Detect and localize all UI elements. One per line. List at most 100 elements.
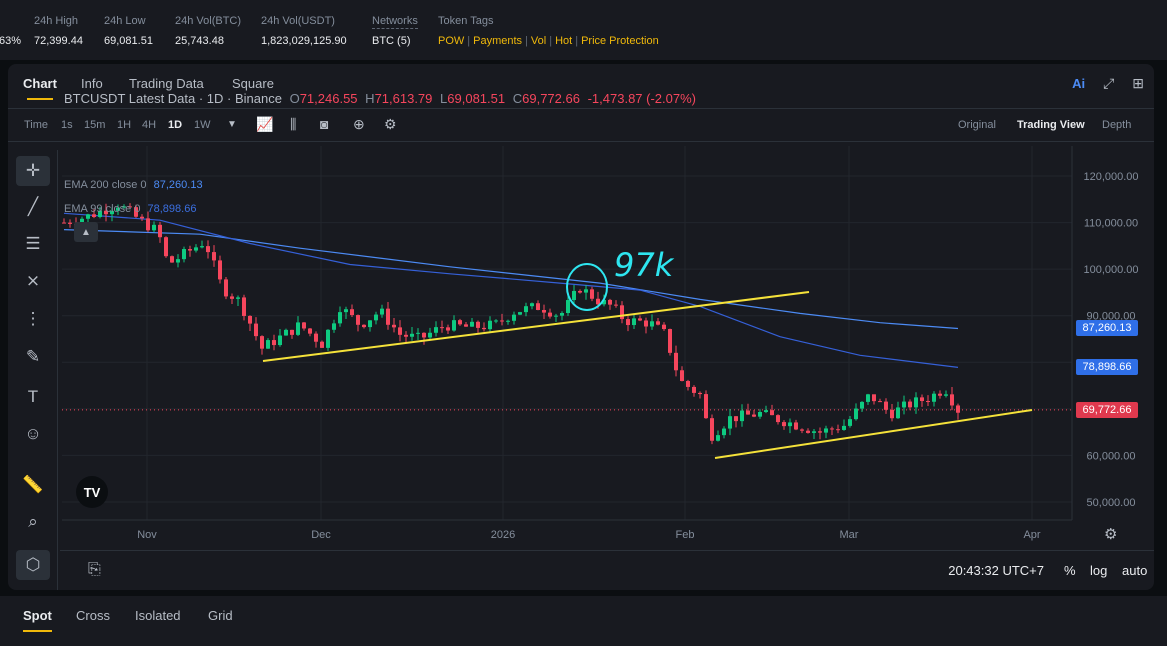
chevron-down-icon[interactable]: ▼ xyxy=(227,119,237,130)
object-tree-icon[interactable]: ⬡ xyxy=(16,550,50,580)
text-tool-icon[interactable]: T xyxy=(27,387,39,406)
candle-body xyxy=(752,414,756,417)
trendline-tool-icon[interactable]: ╱ xyxy=(27,197,39,216)
drawing-tools: ✛ ╱ ☰ ⨯ ⋮ ✎ T ☺ 📏 ⌕ ⬡ xyxy=(8,150,58,590)
candle-body xyxy=(602,299,606,305)
tab-info[interactable]: Info xyxy=(81,76,103,91)
candle-body xyxy=(266,340,270,349)
add-indicator-icon[interactable]: ⊕ xyxy=(353,116,365,132)
ai-button[interactable]: Ai xyxy=(1072,76,1086,91)
view-trading-view[interactable]: Trading View xyxy=(1017,119,1085,131)
trendlines xyxy=(262,291,1033,459)
candle-body xyxy=(260,336,264,349)
high-value: 71,613.79 xyxy=(374,91,433,106)
fib-tool-icon[interactable]: ⋮ xyxy=(24,309,42,328)
candle-body xyxy=(794,422,798,430)
candle-body xyxy=(914,397,918,408)
interval-15m[interactable]: 15m xyxy=(84,119,106,131)
candle-body xyxy=(554,315,558,317)
candle-body xyxy=(194,247,198,251)
settings-icon[interactable]: ⚙ xyxy=(384,116,397,132)
low-value: 69,081.51 xyxy=(447,91,506,106)
candle-body xyxy=(248,315,252,324)
tag-pow[interactable]: POW xyxy=(438,35,465,47)
view-depth[interactable]: Depth xyxy=(1102,119,1132,131)
candle-body xyxy=(902,401,906,408)
layout-grid-icon[interactable]: ⊞ xyxy=(1132,75,1144,91)
candle-body xyxy=(98,210,102,218)
candle-body xyxy=(230,296,234,299)
expand-icon[interactable]: ⤢ xyxy=(1103,75,1115,91)
tag-price-protection[interactable]: Price Protection xyxy=(581,35,659,47)
candle-body xyxy=(950,394,954,406)
y-tick-label: 60,000.00 xyxy=(1087,450,1136,462)
candle-body xyxy=(872,394,876,402)
percent-toggle[interactable]: % xyxy=(1064,563,1076,578)
tag-payments[interactable]: Payments xyxy=(473,35,523,47)
interval-1w[interactable]: 1W xyxy=(194,119,211,131)
tag-hot[interactable]: Hot xyxy=(555,35,573,47)
stat-networks[interactable]: Networks BTC (5) xyxy=(372,15,418,47)
tab-spot[interactable]: Spot xyxy=(23,608,52,632)
candle-body xyxy=(746,410,750,415)
candle-body xyxy=(590,289,594,299)
candle-body xyxy=(86,214,90,219)
close-value: 69,772.66 xyxy=(522,91,580,106)
emoji-icon[interactable]: ☺ xyxy=(24,424,42,443)
chart-settings-icon[interactable]: ⚙ xyxy=(1104,526,1118,543)
candle-body xyxy=(284,329,288,336)
candle-body xyxy=(788,422,792,427)
candle-body xyxy=(878,401,882,403)
candle-body xyxy=(344,309,348,313)
candle-body xyxy=(506,320,510,322)
candle-body xyxy=(296,322,300,335)
candle-body xyxy=(668,329,672,353)
candle-body xyxy=(440,327,444,329)
interval-1d[interactable]: 1D xyxy=(168,119,183,131)
candle-body xyxy=(92,214,96,218)
tab-chart[interactable]: Chart xyxy=(23,76,57,100)
candle-body xyxy=(464,324,468,327)
candle-body xyxy=(680,370,684,381)
x-axis: Nov Dec 2026 Feb Mar Apr xyxy=(62,519,1072,541)
candle-body xyxy=(818,431,822,433)
zoom-icon[interactable]: ⌕ xyxy=(28,512,38,531)
interval-1s[interactable]: 1s xyxy=(61,119,73,131)
candle-body xyxy=(398,327,402,335)
candle-body xyxy=(764,410,768,412)
crosshair-icon[interactable]: ✛ xyxy=(16,156,50,186)
tab-grid[interactable]: Grid xyxy=(208,608,233,623)
candle-body xyxy=(848,419,852,426)
candle-body xyxy=(386,308,390,325)
interval-4h[interactable]: 4H xyxy=(142,119,157,131)
horizontal-lines-icon[interactable]: ☰ xyxy=(25,234,41,253)
brush-icon[interactable]: ✎ xyxy=(25,347,41,366)
price-tag: 78,898.66 xyxy=(1076,359,1138,376)
chart-tabs: Chart Info Trading Data Square Ai ⤢ ⊞ xyxy=(8,64,1154,104)
candle-body xyxy=(836,429,840,431)
tab-cross[interactable]: Cross xyxy=(76,608,110,623)
ruler-icon[interactable]: 📏 xyxy=(22,475,44,494)
open-value: 71,246.55 xyxy=(299,91,358,106)
camera-icon[interactable]: ◙ xyxy=(320,116,329,132)
candle-body xyxy=(926,401,930,403)
chart-type-icon[interactable]: 📈 xyxy=(256,116,274,132)
candle-body xyxy=(290,329,294,335)
log-toggle[interactable]: log xyxy=(1090,563,1108,578)
candles-icon[interactable]: ⫼ xyxy=(290,116,297,132)
candle-body xyxy=(476,321,480,328)
symbol-title: BTCUSDT Latest Data · 1D · Binance xyxy=(64,91,282,106)
tab-isolated[interactable]: Isolated xyxy=(135,608,181,623)
date-range-icon[interactable]: ⎘ xyxy=(88,561,101,578)
candle-body xyxy=(374,314,378,321)
interval-1h[interactable]: 1H xyxy=(117,119,132,131)
tab-square[interactable]: Square xyxy=(232,76,274,91)
tab-trading-data[interactable]: Trading Data xyxy=(129,76,204,91)
candle-body xyxy=(698,392,702,395)
auto-toggle[interactable]: auto xyxy=(1122,563,1148,578)
candle-body xyxy=(392,324,396,328)
tag-vol[interactable]: Vol xyxy=(530,35,547,47)
view-original[interactable]: Original xyxy=(958,119,996,131)
pattern-tool-icon[interactable]: ⨯ xyxy=(25,271,41,290)
collapse-legend-icon[interactable]: ▲ xyxy=(74,222,98,242)
